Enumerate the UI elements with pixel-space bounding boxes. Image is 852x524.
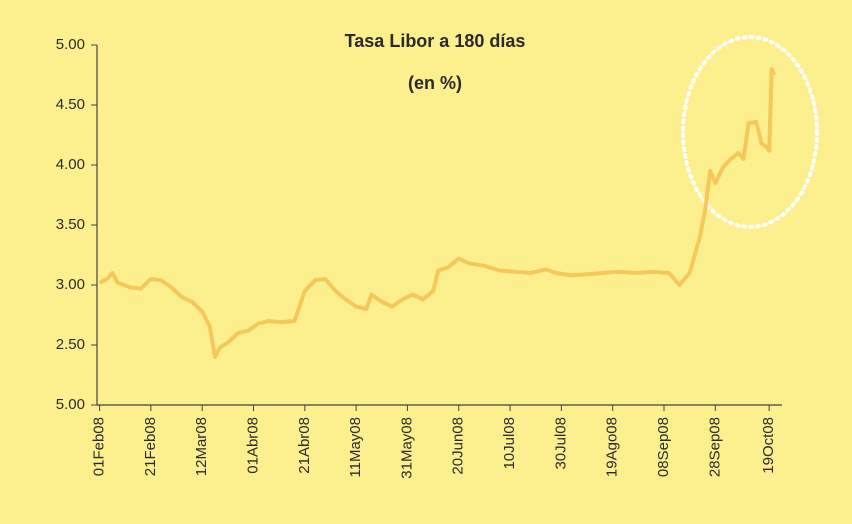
- x-tick-label: 01Feb08: [91, 417, 108, 476]
- chart-subtitle: (en %): [408, 73, 462, 93]
- y-tick-label: 3.50: [56, 216, 85, 233]
- x-tick-label: 12Mar08: [193, 417, 210, 476]
- x-tick-label: 21Feb08: [142, 417, 159, 476]
- x-tick-label: 19Oct08: [760, 417, 777, 474]
- y-tick-label: 5.00: [56, 36, 85, 53]
- x-tick-label: 20Jun08: [450, 417, 467, 475]
- y-tick-label: 3.00: [56, 276, 85, 293]
- x-tick-label: 21Abr08: [296, 417, 313, 474]
- x-tick-label: 31May08: [398, 417, 415, 479]
- x-tick-label: 11May08: [347, 417, 364, 478]
- x-tick-label: 30Jul08: [552, 417, 569, 470]
- x-tick-label: 28Sep08: [706, 417, 723, 477]
- y-tick-label: 5.00: [56, 396, 85, 413]
- x-tick-label: 19Ago08: [604, 417, 621, 477]
- data-line: [98, 67, 777, 359]
- x-tick-label: 01Abr08: [244, 417, 261, 474]
- highlight-ellipse: [681, 35, 819, 229]
- chart-title: Tasa Libor a 180 días: [345, 31, 526, 51]
- y-tick-label: 4.00: [56, 156, 85, 173]
- x-tick-label: 08Sep08: [655, 417, 672, 477]
- y-tick-label: 2.50: [56, 336, 85, 353]
- y-tick-label: 4.50: [56, 96, 85, 113]
- x-tick-label: 10Jul08: [501, 417, 518, 470]
